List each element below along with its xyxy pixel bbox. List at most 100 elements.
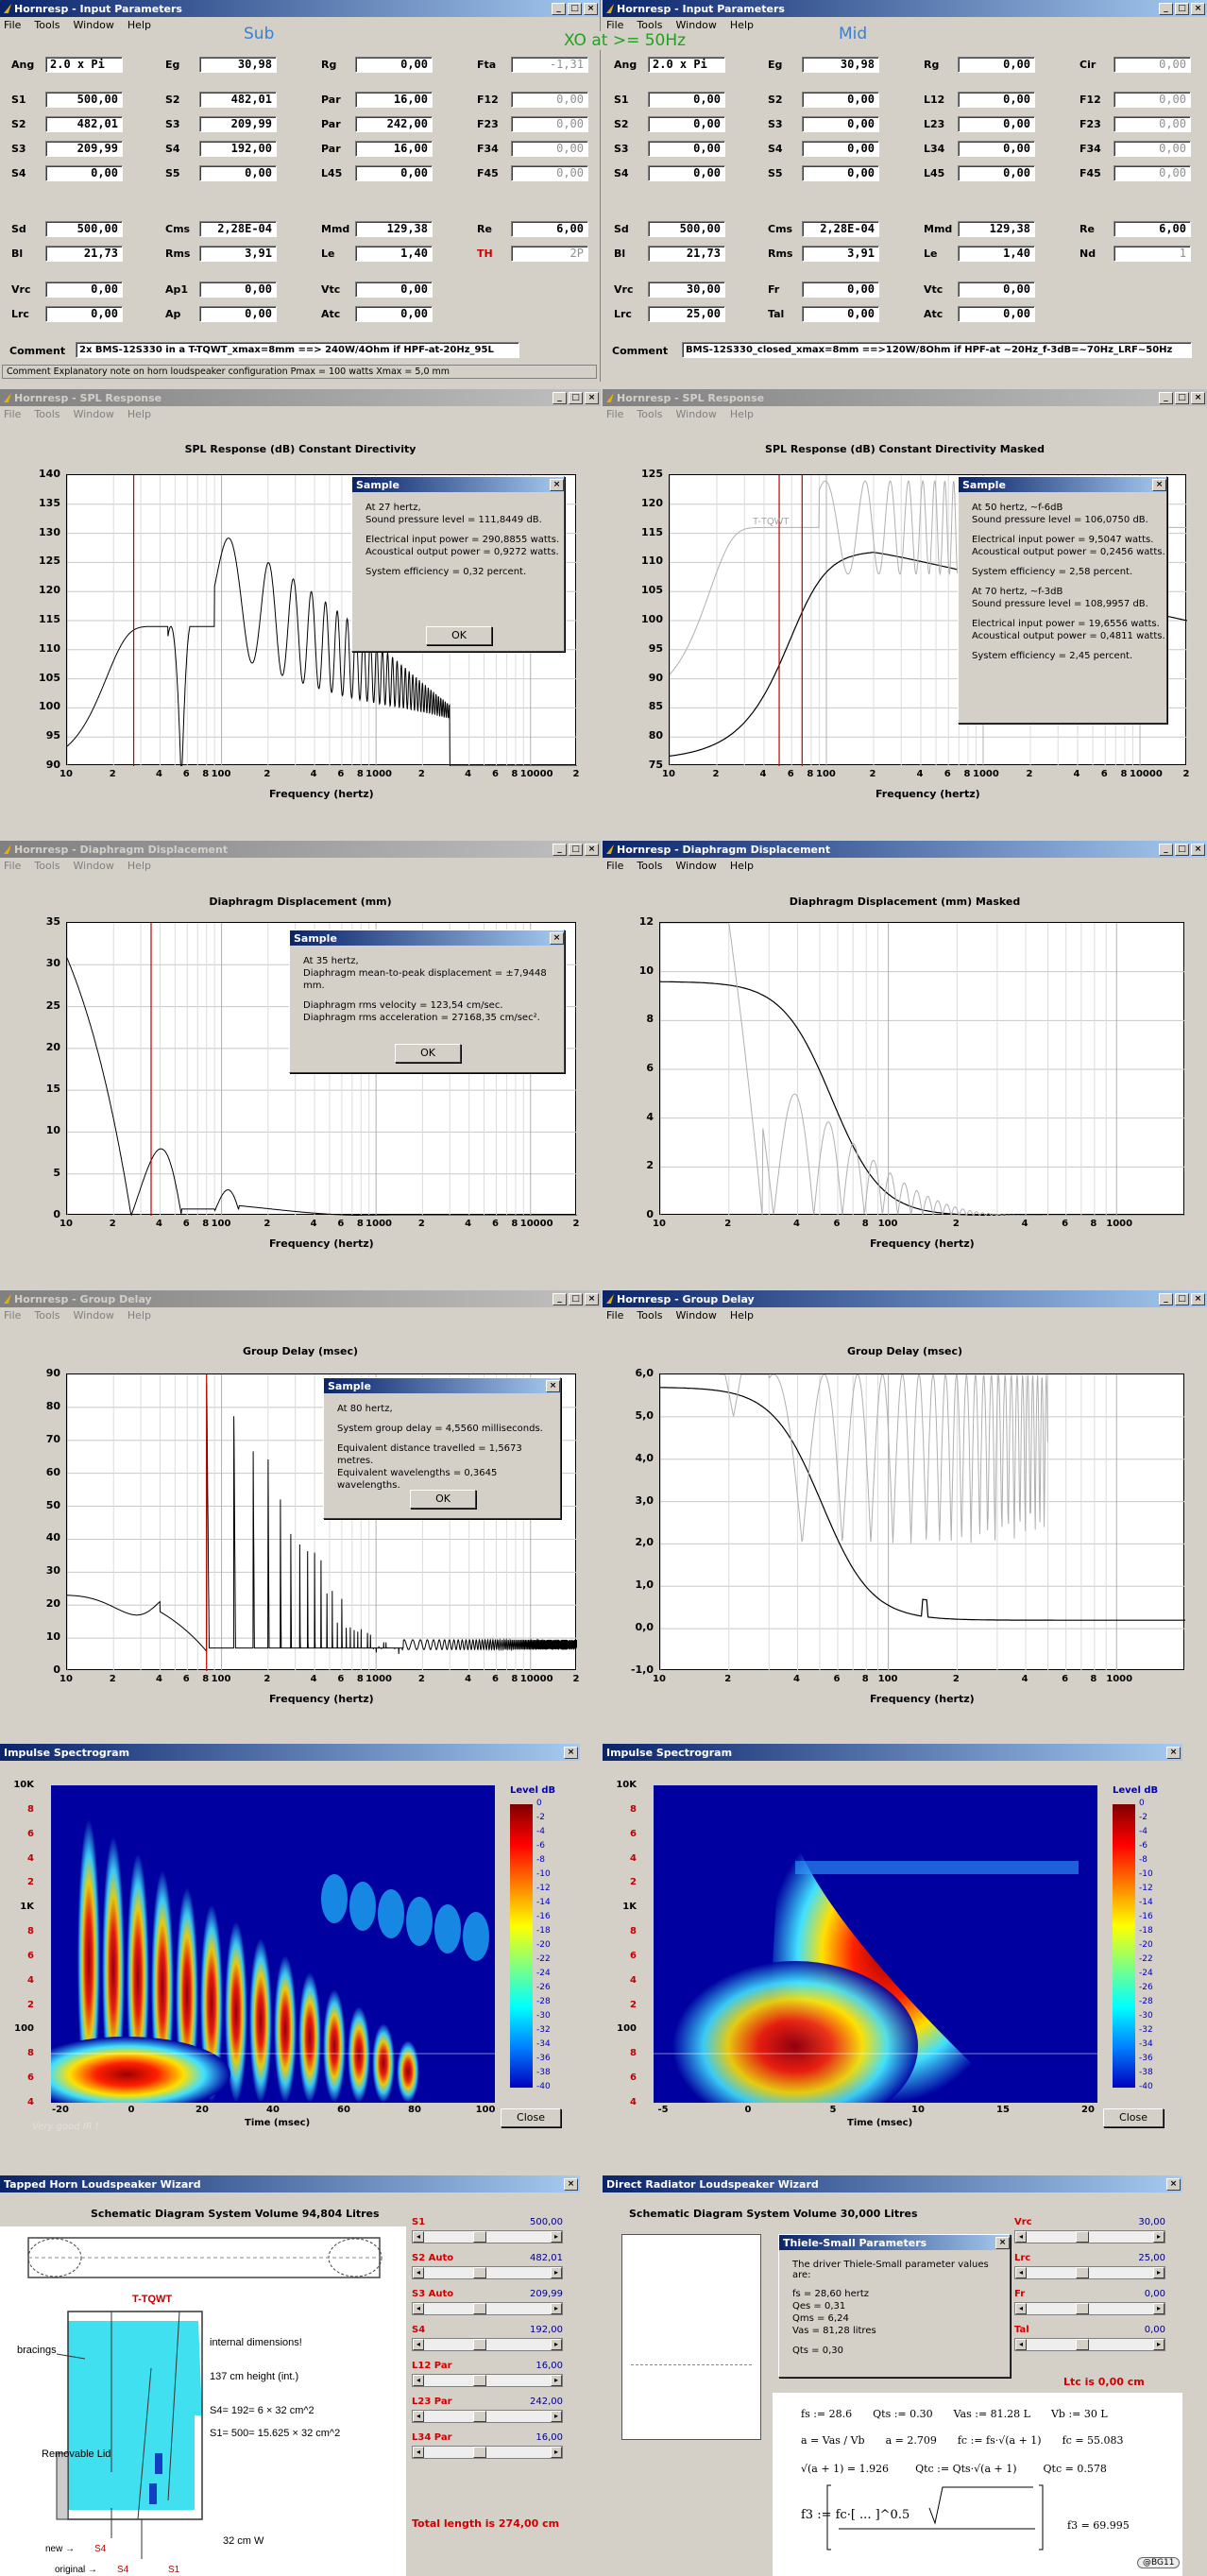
- menu-tools[interactable]: Tools: [637, 1309, 663, 1322]
- field-rms[interactable]: 3,91: [802, 246, 879, 262]
- slider-thumb[interactable]: [473, 2411, 486, 2422]
- menu-window[interactable]: Window: [73, 19, 114, 31]
- slider-thumb[interactable]: [473, 2339, 486, 2350]
- menu-help[interactable]: Help: [729, 19, 754, 31]
- slider-track[interactable]: ◂ ▸: [1014, 2266, 1165, 2279]
- close-button[interactable]: ×: [1191, 2, 1205, 15]
- slider-thumb[interactable]: [1076, 2303, 1089, 2314]
- field-vtc[interactable]: 0,00: [355, 281, 433, 298]
- menu-file[interactable]: File: [4, 408, 22, 420]
- menu-help[interactable]: Help: [127, 19, 151, 31]
- minimize-button[interactable]: _: [1159, 843, 1173, 856]
- minimize-button[interactable]: _: [552, 1292, 567, 1305]
- menu-help[interactable]: Help: [127, 408, 151, 420]
- title-bar[interactable]: Hornresp - Group Delay _ □ ×: [603, 1290, 1207, 1307]
- field-l34[interactable]: 0,00: [958, 141, 1035, 157]
- field-s3[interactable]: 0,00: [648, 141, 725, 157]
- field-s3[interactable]: 209,99: [45, 141, 123, 157]
- close-button[interactable]: ×: [1191, 843, 1205, 856]
- field-sd[interactable]: 500,00: [45, 221, 123, 237]
- field-l45[interactable]: 0,00: [355, 165, 433, 181]
- slider-track[interactable]: ◂ ▸: [1014, 2230, 1165, 2243]
- menu-help[interactable]: Help: [729, 408, 754, 420]
- comment-field[interactable]: BMS-12S330_closed_xmax=8mm ==>120W/8Ohm …: [682, 342, 1192, 358]
- minimize-button[interactable]: _: [552, 2, 566, 15]
- field-f12[interactable]: 0,00: [511, 92, 588, 108]
- slider-thumb[interactable]: [1076, 2231, 1089, 2243]
- slider-right-arrow[interactable]: ▸: [1153, 2231, 1164, 2243]
- field-s4[interactable]: 0,00: [45, 165, 123, 181]
- field-f23[interactable]: 0,00: [1114, 116, 1191, 132]
- close-button[interactable]: Close: [1103, 2108, 1164, 2127]
- maximize-button[interactable]: □: [1175, 1292, 1189, 1305]
- menu-window[interactable]: Window: [675, 860, 717, 872]
- field-s4[interactable]: 0,00: [802, 141, 879, 157]
- close-button[interactable]: ×: [1191, 1292, 1205, 1305]
- slider-right-arrow[interactable]: ▸: [551, 2231, 562, 2243]
- field-ang[interactable]: 2.0 x Pi: [648, 57, 725, 73]
- field-ap[interactable]: 0,00: [199, 306, 277, 322]
- menu-tools[interactable]: Tools: [637, 408, 663, 420]
- field-f34[interactable]: 0,00: [1114, 141, 1191, 157]
- title-bar[interactable]: Hornresp - SPL Response _ □ ×: [603, 389, 1207, 406]
- menu-file[interactable]: File: [4, 1309, 22, 1322]
- field-f45[interactable]: 0,00: [1114, 165, 1191, 181]
- slider-right-arrow[interactable]: ▸: [551, 2375, 562, 2386]
- close-button[interactable]: ×: [564, 2177, 578, 2191]
- ok-button[interactable]: OK: [395, 1044, 461, 1063]
- field-f34[interactable]: 0,00: [511, 141, 588, 157]
- field-eg[interactable]: 30,98: [802, 57, 879, 73]
- slider-left-arrow[interactable]: ◂: [413, 2411, 424, 2422]
- maximize-button[interactable]: □: [1175, 391, 1189, 404]
- field-f23[interactable]: 0,00: [511, 116, 588, 132]
- slider-track[interactable]: ◂ ▸: [1014, 2302, 1165, 2315]
- slider-thumb[interactable]: [473, 2375, 486, 2386]
- slider-thumb[interactable]: [1076, 2339, 1089, 2350]
- maximize-button[interactable]: □: [1175, 843, 1189, 856]
- slider-right-arrow[interactable]: ▸: [1153, 2339, 1164, 2350]
- minimize-button[interactable]: _: [1159, 391, 1173, 404]
- dialog-close-button[interactable]: ×: [1152, 478, 1166, 491]
- field-lrc[interactable]: 0,00: [45, 306, 123, 322]
- field-s3[interactable]: 0,00: [802, 116, 879, 132]
- close-button[interactable]: ×: [585, 843, 599, 856]
- maximize-button[interactable]: □: [569, 1292, 583, 1305]
- maximize-button[interactable]: □: [569, 391, 583, 404]
- slider-track[interactable]: ◂ ▸: [412, 2230, 563, 2243]
- field-fta[interactable]: -1,31: [511, 57, 588, 73]
- field-s1[interactable]: 500,00: [45, 92, 123, 108]
- field-vtc[interactable]: 0,00: [958, 281, 1035, 298]
- slider-left-arrow[interactable]: ◂: [413, 2231, 424, 2243]
- slider-track[interactable]: ◂ ▸: [412, 2374, 563, 2387]
- slider-left-arrow[interactable]: ◂: [1015, 2303, 1027, 2314]
- field-f45[interactable]: 0,00: [511, 165, 588, 181]
- field-s4[interactable]: 192,00: [199, 141, 277, 157]
- field-re[interactable]: 6,00: [1114, 221, 1191, 237]
- field-eg[interactable]: 30,98: [199, 57, 277, 73]
- field-par[interactable]: 242,00: [355, 116, 433, 132]
- menu-help[interactable]: Help: [127, 1309, 151, 1322]
- field-tal[interactable]: 0,00: [802, 306, 879, 322]
- title-bar[interactable]: Hornresp - Input Parameters _ □ ×: [603, 0, 1207, 17]
- dialog-close-button[interactable]: ×: [546, 1379, 560, 1392]
- field-mmd[interactable]: 129,38: [355, 221, 433, 237]
- close-button[interactable]: Close: [501, 2108, 561, 2127]
- field-s5[interactable]: 0,00: [802, 165, 879, 181]
- slider-thumb[interactable]: [473, 2231, 486, 2243]
- slider-right-arrow[interactable]: ▸: [551, 2303, 562, 2314]
- minimize-button[interactable]: _: [552, 391, 567, 404]
- menu-help[interactable]: Help: [729, 860, 754, 872]
- close-button[interactable]: ×: [564, 1746, 578, 1759]
- slider-right-arrow[interactable]: ▸: [1153, 2267, 1164, 2278]
- menu-window[interactable]: Window: [675, 1309, 717, 1322]
- field-s2[interactable]: 482,01: [199, 92, 277, 108]
- minimize-button[interactable]: _: [552, 843, 567, 856]
- slider-thumb[interactable]: [473, 2447, 486, 2458]
- title-bar[interactable]: Hornresp - Input Parameters _ □ ×: [0, 0, 600, 17]
- field-s2[interactable]: 0,00: [802, 92, 879, 108]
- slider-track[interactable]: ◂ ▸: [412, 2266, 563, 2279]
- field-re[interactable]: 6,00: [511, 221, 588, 237]
- field-s1[interactable]: 0,00: [648, 92, 725, 108]
- field-vrc[interactable]: 30,00: [648, 281, 725, 298]
- field-nd[interactable]: 1: [1114, 246, 1191, 262]
